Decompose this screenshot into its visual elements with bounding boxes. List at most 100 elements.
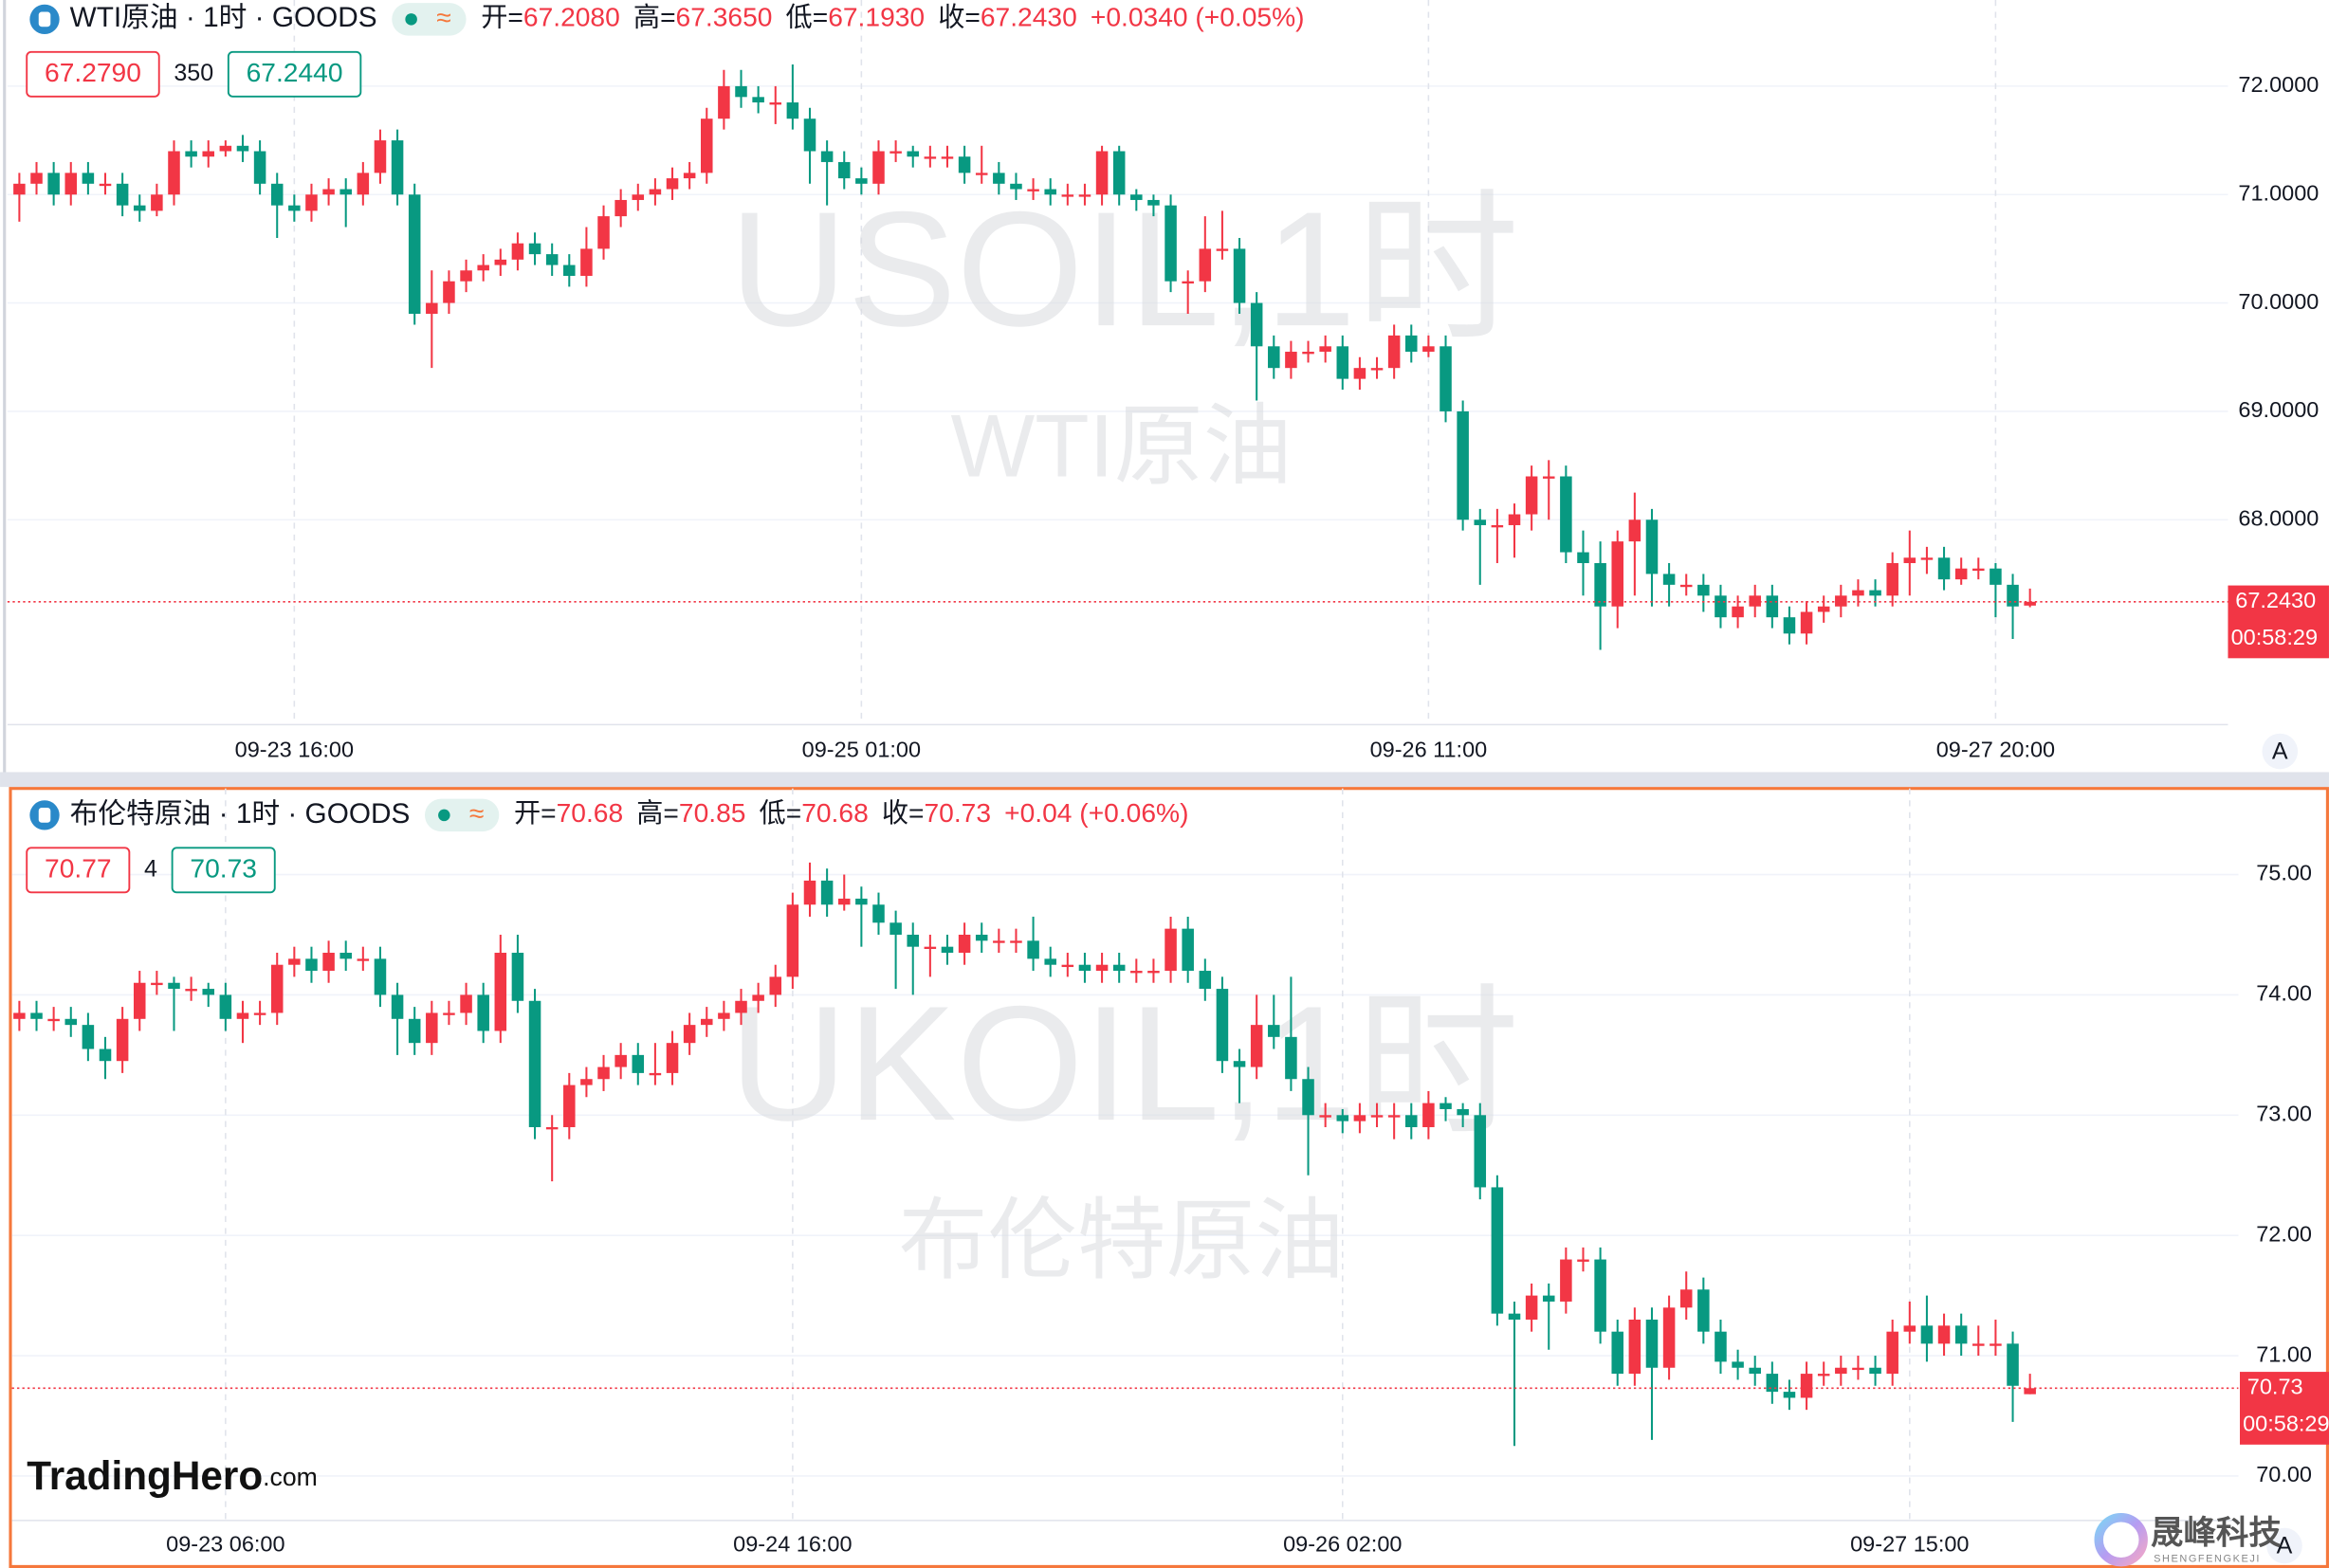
y-tick-label: 70.00 [2256,1462,2312,1486]
brand: TradingHero.com [27,1453,318,1498]
ohlc-label: 高= [633,2,676,32]
candle-body [133,982,146,1019]
ask-box [171,847,276,894]
candle-body [820,880,834,905]
candle-body [219,994,232,1019]
candle-body [1027,189,1039,191]
candle-body [1611,541,1623,607]
ohlc-value: 67.1930 [828,2,925,32]
active-pane-border [9,787,2329,1568]
ohlc-value: 67.2430 [981,2,1077,32]
candle-body [1800,611,1813,634]
candle-body [1697,1289,1710,1332]
candle-body [580,248,593,276]
candle-body [528,243,541,255]
plot-layer: 72.0000 71.0000 70.0000 69.0000 68.0000 09-23… [7,0,2329,1557]
candle-body [701,1018,713,1026]
candle-body [1044,958,1056,965]
candle-body [1095,151,1109,195]
candle-body [735,85,747,98]
bid-price: 70.77 [45,852,112,883]
candle-body [803,880,816,905]
candle-body [872,151,885,184]
candle-body [408,1018,421,1044]
candle-body [1835,1367,1847,1375]
auto-scale-label[interactable]: A [2272,738,2288,765]
candle-body [907,934,919,947]
candle-body [683,173,696,179]
candle-body [494,953,507,1031]
candle-body [580,1079,593,1085]
candle-body [1336,346,1349,379]
candle-body [322,189,335,195]
candle-body [511,243,524,260]
ohlc-label: 收= [882,797,925,828]
candle-body [786,102,799,119]
candle-body [769,976,782,995]
candle-body [545,1126,559,1130]
status-dot [438,809,450,822]
candle-body [1920,1325,1934,1344]
candle-body [1319,1115,1331,1118]
candle-body [614,1054,627,1067]
auto-scale-label[interactable]: A [2277,1533,2293,1559]
ohlc-value: 67.2080 [523,2,620,32]
candle-body [1662,574,1676,585]
auto-scale-button[interactable] [2262,733,2299,770]
candle-body [1749,1367,1761,1375]
candle-body [426,302,438,315]
auto-scale-button[interactable] [2266,1527,2302,1564]
candle-body [47,173,60,195]
candle-body [1182,928,1194,972]
symbol-title: WTI原油 · 1时 · GOODS [70,2,377,33]
candle-body [116,183,129,206]
ohlc-value: 70.68 [801,797,869,828]
candle-body [1216,989,1229,1062]
candle-body [1766,1374,1779,1393]
candle-body [1061,194,1074,197]
ohlc-value: 70.85 [679,797,746,828]
candle-body [270,964,284,1013]
candle-body [1250,302,1263,347]
candle-body [270,183,284,206]
candle-body [786,904,799,977]
candle-body [941,156,954,159]
ohlc-label: 收= [938,2,981,32]
candle-body [683,1025,696,1044]
candle-body [151,982,163,986]
candle-body [374,958,387,995]
candle-body [30,173,43,184]
candle-body [889,922,902,935]
candle-body [219,145,232,152]
ohlc-label: 开= [514,797,557,828]
candle-body [1508,514,1521,525]
candle-body [1199,971,1212,990]
candle-body [1285,1036,1297,1080]
candle-body [958,156,971,173]
candle-body [975,173,988,175]
ask-price: 70.73 [190,852,257,883]
candle-body [1078,964,1091,972]
candle-body [443,281,455,303]
candle-body [632,194,645,200]
status-icon: ≈ [436,2,450,32]
badge-pinyin: SHENGFENGKEJI [2154,1553,2261,1564]
candle-body [443,1012,455,1015]
candle-body [1903,557,1916,563]
symbol-icon-glyph [38,11,51,27]
candle-body [958,934,971,954]
candle-body [1817,606,1830,612]
candle-body [1216,248,1229,251]
price-tag-value: 70.73 [2247,1375,2303,1399]
candle-body [253,151,266,184]
candle-body [1972,568,1985,572]
candle-body [1027,940,1039,959]
candle-body [202,151,214,157]
pane-separator [0,772,2329,788]
price-tag-value: 67.2430 [2235,588,2316,612]
candle-body [1491,1187,1504,1314]
candle-body [1577,1259,1589,1262]
candle-body [907,151,919,157]
